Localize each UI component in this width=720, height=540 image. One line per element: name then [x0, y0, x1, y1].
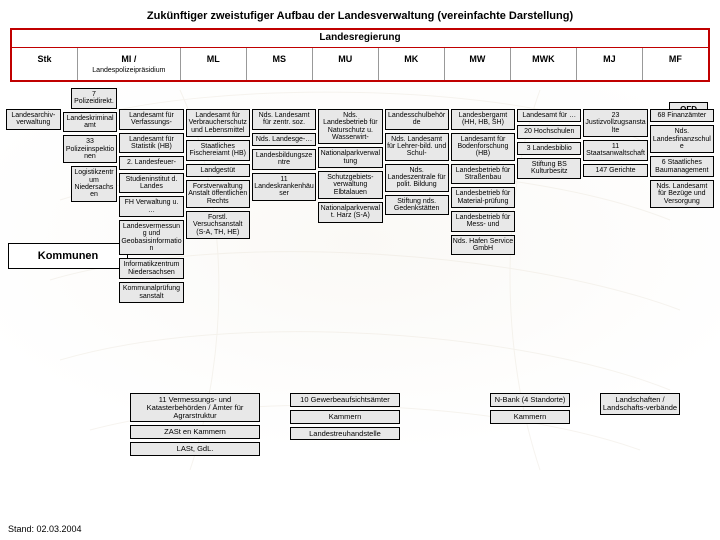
box-mw-1: Landesamt für Bodenforschung (HB)	[451, 133, 515, 161]
box-mu-1: Nationalparkverwaltung	[318, 147, 382, 168]
box-mi-1: Landeskriminalamt	[63, 112, 118, 133]
box-mwk-3: Stiftung BS Kulturbesitz	[517, 158, 581, 179]
box-mlb-1: ZASt en Kammern	[130, 425, 260, 439]
box-mlb-0: 11 Vermessungs- und Katasterbehörden / Ä…	[130, 393, 260, 423]
box-mi-3: Logistikzentrum Niedersachsen	[71, 166, 118, 201]
box-ml-0: Landesamt für Verbraucherschutz und Lebe…	[186, 109, 250, 137]
box-mk-3: Stiftung nds. Gedenkstätten	[385, 195, 449, 216]
box-mwkb-0: Landschaften / Landschafts-verbände	[600, 393, 680, 415]
ministry-ml: ML	[180, 48, 246, 80]
box-mi2-7: Kommunalprüfungsanstalt	[119, 282, 183, 303]
box-mw-2: Landesbetrieb für Straßenbau	[451, 164, 515, 185]
box-mw-3: Landesbetrieb für Material-prüfung	[451, 187, 515, 208]
col-ml: Landesamt für Verbraucherschutz und Lebe…	[186, 88, 250, 303]
ministry-mu: MU	[312, 48, 378, 80]
box-mw-5: Nds. Hafen Service GmbH	[451, 235, 515, 256]
box-mu-3: Nationalparkverwalt. Harz (S-A)	[318, 202, 382, 223]
box-mi-0: 7 Polizeidirekt.	[71, 88, 118, 109]
box-msb-1: Kammern	[290, 410, 400, 424]
box-mi2-1: Landesamt für Statistik (HB)	[119, 133, 183, 154]
bottom-mwk: Landschaften / Landschafts-verbände	[600, 393, 680, 456]
col-mwk: Landesamt für … 20 Hochschulen 3 Landesb…	[517, 88, 581, 303]
kommunen-wrap: Kommunen	[8, 243, 61, 269]
ministry-mj: MJ	[576, 48, 642, 80]
page-title: Zukünftiger zweistufiger Aufbau der Land…	[0, 0, 720, 28]
box-mi2-4: FH Verwaltung u. …	[119, 196, 183, 217]
box-mw-4: Landesbetrieb für Mess- und	[451, 211, 515, 232]
col-mf: 68 Finanzämter Nds. Landesfinanzschule 6…	[650, 88, 714, 303]
box-mf-2: 6 Staatliches Baumanagement	[650, 156, 714, 177]
box-mi2-6: Informatikzentrum Niedersachsen	[119, 258, 183, 279]
box-mj-0: 23 Justizvollzugsanstalte	[583, 109, 647, 137]
ministries-row: Stk MI / Landespolizeipräsidium ML MS MU…	[12, 48, 708, 80]
box-mf-1: Nds. Landesfinanzschule	[650, 125, 714, 153]
box-mwb-0: N-Bank (4 Standorte)	[490, 393, 570, 407]
footer-date: Stand: 02.03.2004	[8, 524, 82, 534]
ministry-mf: MF	[642, 48, 708, 80]
box-mi2-5: Landesvermessung und Geobasisinformation	[119, 220, 183, 255]
box-mu-0: Nds. Landesbetrieb für Naturschutz u. Wa…	[318, 109, 382, 144]
box-mwk-1: 20 Hochschulen	[517, 125, 581, 138]
ministry-stk: Stk	[12, 48, 77, 80]
box-mwk-2: 3 Landesbiblio	[517, 142, 581, 155]
box-mk-0: Landesschulbehörde	[385, 109, 449, 130]
col-ms: Nds. Landesamt für zentr. soz. Nds. Land…	[252, 88, 316, 303]
ministry-mi-sub: Landespolizeipräsidium	[92, 67, 165, 74]
box-ml-2: Landgestüt	[186, 164, 250, 177]
ministry-mi: MI / Landespolizeipräsidium	[77, 48, 180, 80]
box-msb-2: Landestreuhandstelle	[290, 427, 400, 441]
bottom-mw: N-Bank (4 Standorte) Kammern	[490, 393, 570, 456]
box-mu-2: Schutzgebiets-verwaltung Elbtalauen	[318, 171, 382, 199]
box-msb-0: 10 Gewerbeaufsichtsämter	[290, 393, 400, 407]
box-landesarchiv: Landesarchiv-verwaltung	[6, 109, 61, 130]
box-ms-3: 11 Landeskrankenhäuser	[252, 173, 316, 201]
box-mj-1: 11 Staatsanwaltschaft	[583, 140, 647, 161]
box-mj-2: 147 Gerichte	[583, 164, 647, 177]
ministry-mwk: MWK	[510, 48, 576, 80]
ministry-ms: MS	[246, 48, 312, 80]
box-ml-3: Forstverwaltung Anstalt öffentlichen Rec…	[186, 180, 250, 208]
col-mi-a: 7 Polizeidirekt. Landeskriminalamt 33 Po…	[63, 88, 118, 303]
bottom-ms: 10 Gewerbeaufsichtsämter Kammern Landest…	[290, 393, 400, 456]
box-mlb-2: LASt, GdL.	[130, 442, 260, 456]
box-ml-1: Staatliches Fischereiamt (HB)	[186, 140, 250, 161]
box-mw-0: Landesbergamt (HH, HB, SH)	[451, 109, 515, 130]
box-mf-3: Nds. Landesamt für Bezüge und Versorgung	[650, 180, 714, 208]
columns-area: Landesarchiv-verwaltung Kommunen 7 Poliz…	[6, 88, 714, 303]
box-mwb-1: Kammern	[490, 410, 570, 424]
government-bar: Landesregierung Stk MI / Landespolizeipr…	[10, 28, 710, 82]
box-mi2-0: Landesamt für Verfassungs-	[119, 109, 183, 130]
box-ms-0: Nds. Landesamt für zentr. soz.	[252, 109, 316, 130]
box-mk-2: Nds. Landeszentrale für polit. Bildung	[385, 164, 449, 192]
col-mj: 23 Justizvollzugsanstalte 11 Staatsanwal…	[583, 88, 647, 303]
ministry-mw: MW	[444, 48, 510, 80]
government-header: Landesregierung	[12, 30, 708, 48]
bottom-ml: 11 Vermessungs- und Katasterbehörden / Ä…	[130, 393, 260, 456]
bottom-area: 11 Vermessungs- und Katasterbehörden / Ä…	[6, 393, 714, 456]
box-mf-0: 68 Finanzämter	[650, 109, 714, 122]
box-mi2-3: Studieninstitut d. Landes	[119, 173, 183, 194]
col-mw: Landesbergamt (HH, HB, SH) Landesamt für…	[451, 88, 515, 303]
box-mi-2: 33 Polizeiinspektionen	[63, 135, 118, 163]
col-mi-b: Landesamt für Verfassungs- Landesamt für…	[119, 88, 183, 303]
box-ms-1: Nds. Landesge-…	[252, 133, 316, 146]
box-ml-4: Forstl. Versuchsanstalt (S-A, TH, HE)	[186, 211, 250, 239]
box-mwk-0: Landesamt für …	[517, 109, 581, 122]
col-mk: Landesschulbehörde Nds. Landesamt für Le…	[385, 88, 449, 303]
box-mk-1: Nds. Landesamt für Lehrer-bild. und Schu…	[385, 133, 449, 161]
box-ms-2: Landesbildungszentre	[252, 149, 316, 170]
col-mu: Nds. Landesbetrieb für Naturschutz u. Wa…	[318, 88, 382, 303]
ministry-mi-label: MI /	[121, 54, 136, 64]
ministry-mk: MK	[378, 48, 444, 80]
box-mi2-2: 2. Landesfeuer-	[119, 156, 183, 169]
col-stk: Landesarchiv-verwaltung Kommunen	[6, 88, 61, 303]
